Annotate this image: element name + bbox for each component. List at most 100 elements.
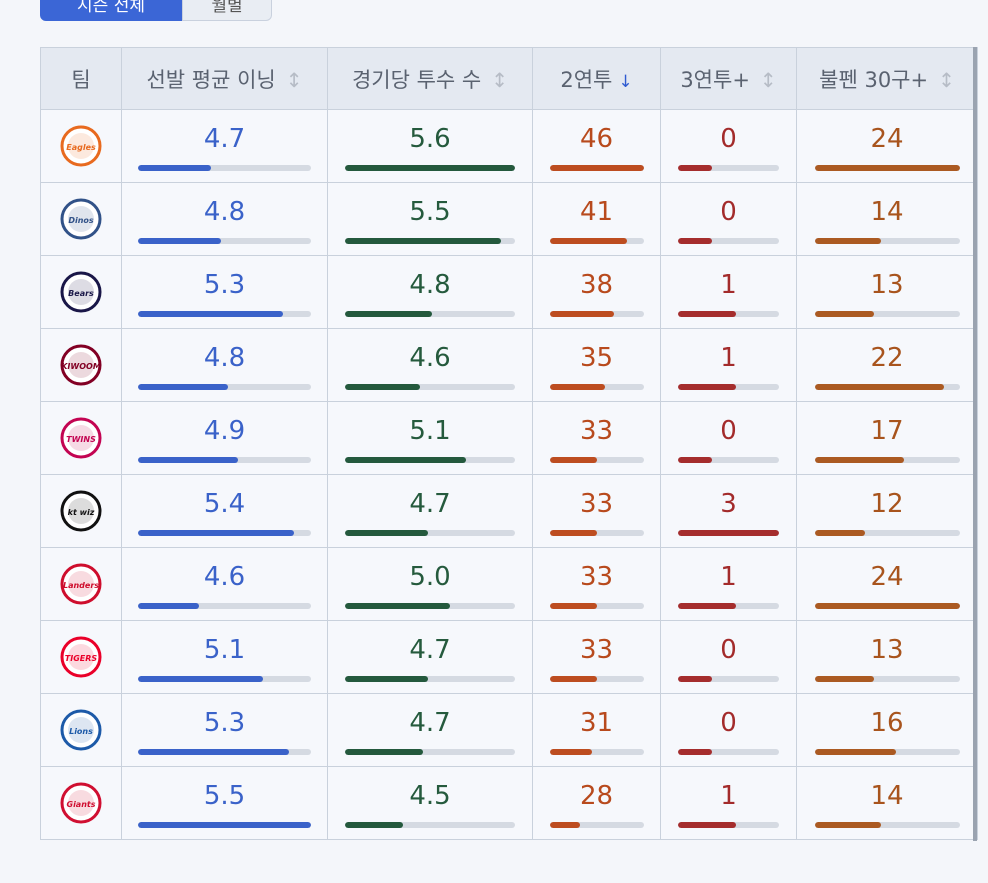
col-header-bullpen-30[interactable]: 불펜 30구+ ↕ <box>796 47 978 110</box>
two-days-value: 33 <box>579 415 614 446</box>
pitchers-per-game-bar <box>345 237 515 244</box>
three-days-bar-fill <box>678 821 736 828</box>
three-days-value: 0 <box>720 123 737 154</box>
bullpen-30-cell: 14 <box>796 182 978 256</box>
col-header-two-days[interactable]: 2연투 ↓ <box>532 47 661 110</box>
starter-ip-bar <box>138 675 311 682</box>
bullpen-30-value: 13 <box>870 269 904 300</box>
two-days-cell: 41 <box>532 182 661 256</box>
two-days-value: 33 <box>579 488 614 519</box>
horizontal-scroll-edge[interactable] <box>973 47 977 841</box>
three-days-bar <box>678 164 779 171</box>
three-days-cell: 1 <box>660 766 797 840</box>
two-days-bar-fill <box>549 383 605 390</box>
two-days-cell: 33 <box>532 620 661 694</box>
bullpen-30-bar-fill <box>814 748 896 755</box>
col-header-three-days[interactable]: 3연투+ ↕ <box>660 47 797 110</box>
bullpen-30-cell: 14 <box>796 766 978 840</box>
svg-text:Lions: Lions <box>69 727 93 736</box>
table-header-row: 팀 선발 평균 이닝 ↕ 경기당 투수 수 ↕ 2연투 ↓ 3연투+ ↕ 불펜 30구+… <box>40 47 978 110</box>
svg-text:KIWOOM: KIWOOM <box>61 362 101 371</box>
starter-ip-bar <box>138 164 311 171</box>
bullpen-30-bar <box>814 748 960 755</box>
pitchers-per-game-bar-fill <box>345 529 429 536</box>
pitchers-per-game-bar-fill <box>345 237 502 244</box>
team-cell: TWINS <box>40 401 122 475</box>
three-days-value: 0 <box>720 707 737 738</box>
pitchers-per-game-cell: 4.8 <box>327 255 533 329</box>
three-days-bar-fill <box>678 237 713 244</box>
svg-text:Bears: Bears <box>68 289 94 298</box>
two-days-bar-fill <box>549 675 598 682</box>
svg-text:Dinos: Dinos <box>68 216 94 225</box>
table-row: Lions 5.3 4.7 31 0 16 <box>40 693 978 767</box>
three-days-cell: 0 <box>660 109 797 183</box>
starter-ip-bar-fill <box>138 164 211 171</box>
starter-ip-cell: 5.1 <box>121 620 328 694</box>
lions-logo: Lions <box>60 709 102 751</box>
pitchers-per-game-value: 4.7 <box>409 634 451 665</box>
two-days-bar <box>549 529 644 536</box>
two-days-bar <box>549 602 644 609</box>
table-row: Dinos 4.8 5.5 41 0 14 <box>40 182 978 256</box>
two-days-value: 33 <box>579 634 614 665</box>
pitchers-per-game-bar <box>345 310 515 317</box>
team-cell: Giants <box>40 766 122 840</box>
two-days-cell: 28 <box>532 766 661 840</box>
three-days-value: 1 <box>720 342 737 373</box>
monthly-tab[interactable]: 월별 <box>182 0 272 21</box>
starter-ip-value: 5.4 <box>203 488 246 519</box>
starter-ip-bar-fill <box>138 456 239 463</box>
two-days-bar-fill <box>549 529 598 536</box>
bullpen-30-value: 24 <box>870 123 904 154</box>
table-row: TIGERS 5.1 4.7 33 0 13 <box>40 620 978 694</box>
bullpen-30-bar <box>814 237 960 244</box>
ktwiz-logo: kt wiz <box>60 490 102 532</box>
team-cell: Dinos <box>40 182 122 256</box>
bullpen-30-bar-fill <box>814 383 944 390</box>
three-days-value: 0 <box>720 415 737 446</box>
bullpen-30-bar <box>814 675 960 682</box>
three-days-cell: 0 <box>660 693 797 767</box>
starter-ip-bar-fill <box>138 602 199 609</box>
bullpen-30-bar <box>814 602 960 609</box>
bullpen-30-bar <box>814 383 960 390</box>
three-days-bar <box>678 602 779 609</box>
pitchers-per-game-bar-fill <box>345 675 429 682</box>
three-days-bar <box>678 529 779 536</box>
bullpen-30-bar-fill <box>814 821 882 828</box>
table-row: Landers 4.6 5.0 33 1 24 <box>40 547 978 621</box>
pitchers-per-game-value: 4.8 <box>409 269 451 300</box>
bears-logo: Bears <box>60 271 102 313</box>
three-days-value: 0 <box>720 634 737 665</box>
two-days-cell: 33 <box>532 401 661 475</box>
bullpen-30-cell: 24 <box>796 547 978 621</box>
bullpen-30-bar-fill <box>814 456 905 463</box>
pitchers-per-game-bar <box>345 164 515 171</box>
two-days-bar-fill <box>549 164 644 171</box>
bullpen-30-cell: 17 <box>796 401 978 475</box>
bullpen-30-cell: 12 <box>796 474 978 548</box>
starter-ip-value: 4.8 <box>203 196 246 227</box>
three-days-bar <box>678 383 779 390</box>
bullpen-30-cell: 16 <box>796 693 978 767</box>
starter-ip-bar-fill <box>138 529 294 536</box>
starter-ip-cell: 4.6 <box>121 547 328 621</box>
pitchers-per-game-value: 4.6 <box>409 342 451 373</box>
three-days-cell: 3 <box>660 474 797 548</box>
col-header-starter-ip[interactable]: 선발 평균 이닝 ↕ <box>121 47 328 110</box>
pitchers-per-game-bar-fill <box>345 821 403 828</box>
three-days-bar <box>678 821 779 828</box>
bullpen-30-cell: 22 <box>796 328 978 402</box>
season-all-tab[interactable]: 시즌 전체 <box>40 0 182 21</box>
two-days-bar-fill <box>549 602 598 609</box>
pitchers-per-game-bar-fill <box>345 310 432 317</box>
col-header-pitchers-per-game[interactable]: 경기당 투수 수 ↕ <box>327 47 533 110</box>
starter-ip-value: 5.3 <box>203 707 246 738</box>
three-days-bar-fill <box>678 164 713 171</box>
svg-text:Giants: Giants <box>67 800 96 809</box>
two-days-bar <box>549 456 644 463</box>
season-toggle: 시즌 전체 월별 <box>40 0 272 21</box>
two-days-cell: 33 <box>532 547 661 621</box>
starter-ip-cell: 5.5 <box>121 766 328 840</box>
